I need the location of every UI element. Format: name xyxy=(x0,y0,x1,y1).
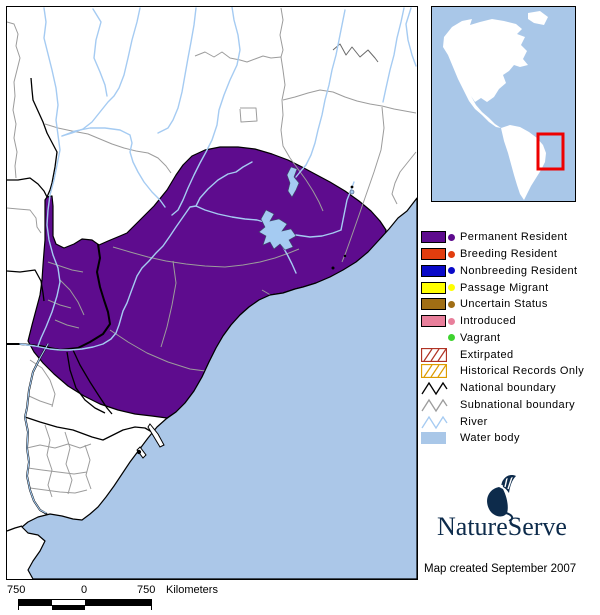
scalebar-top-row xyxy=(19,600,151,605)
legend-swatch-hatch xyxy=(421,364,447,379)
legend-row: Historical Records Only xyxy=(421,363,599,380)
scalebar-bottom-row xyxy=(19,605,151,610)
legend-label: Introduced xyxy=(460,315,516,328)
natureserve-butterfly-icon xyxy=(487,475,516,521)
scalebar-left-label: 750 xyxy=(7,584,26,596)
legend-dot xyxy=(448,300,455,308)
legend-label: Water body xyxy=(460,432,520,445)
main-map-canvas xyxy=(7,7,417,579)
subnational-boundaries xyxy=(7,7,417,498)
legend-dot xyxy=(448,284,455,292)
legend-swatch-hatch xyxy=(421,347,447,362)
legend: Permanent Resident Breeding Resident Nonbr… xyxy=(421,229,599,447)
legend-label: Passage Migrant xyxy=(460,281,549,294)
legend-row: Permanent Resident xyxy=(421,229,599,246)
legend-swatch-box xyxy=(421,432,446,445)
legend-swatch-box xyxy=(421,315,446,328)
legend-row: Passage Migrant xyxy=(421,279,599,296)
legend-dot xyxy=(448,250,455,258)
legend-row: Nonbreeding Resident xyxy=(421,263,599,280)
inset-locator-map xyxy=(431,6,576,202)
inset-canvas xyxy=(443,11,565,200)
legend-row: National boundary xyxy=(421,380,599,397)
legend-label: River xyxy=(460,415,488,428)
natureserve-logo-text: NatureServe xyxy=(437,512,567,541)
legend-swatch-zigzag xyxy=(421,415,448,429)
legend-swatch-box xyxy=(421,298,446,311)
lakes xyxy=(258,166,355,251)
ocean xyxy=(21,197,417,579)
legend-label: Breeding Resident xyxy=(460,248,558,261)
legend-swatch-box xyxy=(421,231,446,244)
reservoir xyxy=(286,166,300,198)
legend-dot xyxy=(448,317,455,325)
legend-label: National boundary xyxy=(460,382,557,395)
americas-silhouette xyxy=(443,11,548,200)
legend-row: Water body xyxy=(421,430,599,447)
legend-swatch-zigzag xyxy=(421,381,448,396)
legend-label: Uncertain Status xyxy=(460,298,548,311)
scalebar xyxy=(18,599,152,610)
legend-row: Subnational boundary xyxy=(421,397,599,414)
legend-row: Vagrant xyxy=(421,330,599,347)
legend-swatch-box xyxy=(421,281,446,294)
scalebar-unit-label: Kilometers xyxy=(166,584,218,596)
coastal-lagoons xyxy=(136,185,354,459)
legend-swatch-zigzag xyxy=(421,398,448,413)
legend-dot xyxy=(448,267,455,275)
legend-dot xyxy=(448,233,455,241)
rivers xyxy=(19,7,417,514)
legend-row: River xyxy=(421,413,599,430)
legend-label: Subnational boundary xyxy=(460,398,576,411)
legend-row: Introduced xyxy=(421,313,599,330)
lake-cluster xyxy=(258,209,297,251)
legend-row: Uncertain Status xyxy=(421,296,599,313)
butterfly-tail xyxy=(505,512,514,521)
legend-row: Breeding Resident xyxy=(421,246,599,263)
butterfly-antenna xyxy=(501,476,513,486)
legend-swatch-box xyxy=(421,264,446,277)
legend-label: Historical Records Only xyxy=(460,365,585,378)
map-credit-text: Map created September 2007 xyxy=(424,563,577,575)
inset-highlight-rectangle xyxy=(536,132,565,171)
legend-label: Nonbreeding Resident xyxy=(460,264,578,277)
main-map xyxy=(6,6,418,580)
legend-dot xyxy=(448,334,455,342)
scalebar-zero-label: 0 xyxy=(81,584,88,596)
legend-label: Vagrant xyxy=(460,331,501,344)
legend-row: Extirpated xyxy=(421,346,599,363)
scalebar-right-label: 750 xyxy=(137,584,156,596)
legend-label: Permanent Resident xyxy=(460,231,568,244)
legend-label: Extirpated xyxy=(460,348,514,361)
legend-swatch-box xyxy=(421,248,446,261)
